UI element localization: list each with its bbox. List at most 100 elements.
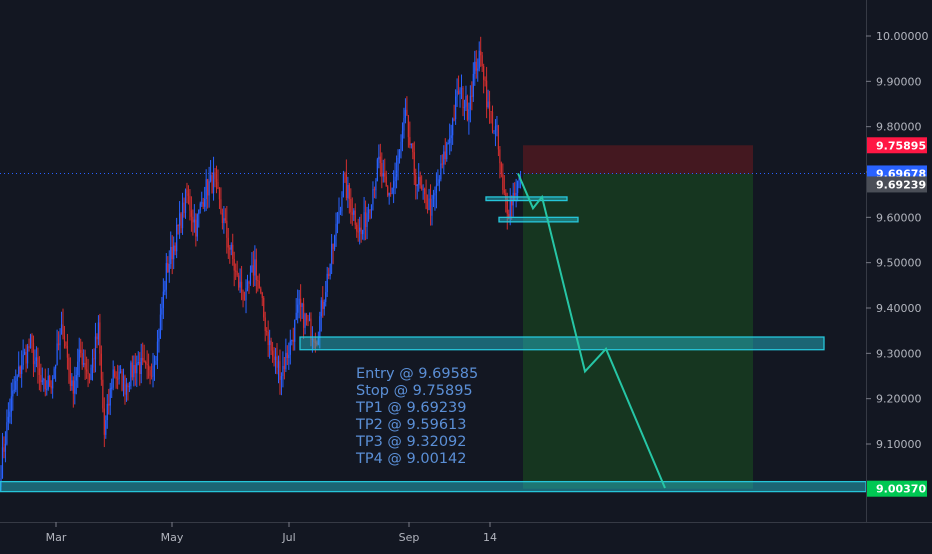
candle-body <box>267 331 269 346</box>
candle-body <box>176 224 178 252</box>
annotation-tp1: TP1 @ 9.69239 <box>355 400 467 416</box>
candle-body <box>158 338 160 342</box>
candle-body <box>481 55 483 67</box>
candle-body <box>223 218 225 224</box>
candle-body <box>517 180 519 194</box>
profit-target-zone[interactable] <box>523 173 753 489</box>
candle-body <box>114 369 116 377</box>
price-scale[interactable]: 10.000009.900009.800009.700009.600009.50… <box>866 30 929 451</box>
candle-body <box>453 118 455 120</box>
candle-body <box>198 209 200 215</box>
annotation-stop: Stop @ 9.75895 <box>356 383 473 399</box>
candle-body <box>156 341 159 361</box>
price-label-text: 9.00370 <box>876 483 926 496</box>
candle-body <box>118 371 120 380</box>
candle-body <box>63 336 66 342</box>
candle-body <box>336 222 339 224</box>
candle-body <box>291 339 293 341</box>
candle-body <box>81 352 83 365</box>
candle-body <box>155 360 157 365</box>
candle-body <box>57 343 60 346</box>
candle-body <box>255 259 257 280</box>
candle-body <box>508 213 510 219</box>
candle-body <box>189 195 191 211</box>
price-tick-label: 9.10000 <box>876 438 922 451</box>
candle-body <box>106 403 108 421</box>
candle-body <box>364 212 367 227</box>
candle-body <box>415 175 417 187</box>
candle-body <box>0 477 2 488</box>
candle-body <box>122 376 125 391</box>
candle-body <box>384 173 386 177</box>
candle-body <box>378 156 380 160</box>
candle-body <box>478 50 480 69</box>
candle-body <box>308 318 311 322</box>
candle-body <box>387 186 389 196</box>
candle-body <box>282 365 284 377</box>
candle-body <box>422 188 424 190</box>
candle-body <box>418 176 420 185</box>
candle-body <box>444 151 446 160</box>
candle-body <box>447 143 449 145</box>
candle-body <box>455 96 457 120</box>
zone-level[interactable] <box>498 216 579 223</box>
candle-body <box>21 365 23 374</box>
candle-body <box>245 287 247 301</box>
candle-body <box>490 110 492 112</box>
candle-body <box>91 358 94 368</box>
candle-body <box>68 357 70 371</box>
candle-body <box>204 198 206 207</box>
candle-body <box>404 109 407 118</box>
candle-body <box>13 389 15 391</box>
candle-body <box>431 198 433 216</box>
candle-body <box>119 371 122 373</box>
price-tick-label: 9.30000 <box>876 347 922 360</box>
stop-risk-zone[interactable] <box>523 145 753 174</box>
candle-body <box>353 210 355 215</box>
candle-body <box>373 189 376 191</box>
candle-body <box>209 175 212 182</box>
zone-level[interactable] <box>485 196 568 202</box>
candle-body <box>285 352 287 370</box>
candle-body <box>450 135 452 139</box>
candle-body <box>56 343 58 365</box>
candle-body <box>506 199 508 214</box>
time-scale[interactable]: Mar May Jul Sep 14 <box>46 522 497 544</box>
candle-body <box>354 210 356 225</box>
candle-body <box>391 187 393 194</box>
candle-body <box>421 185 423 190</box>
candle-body <box>150 375 153 377</box>
candle-body <box>401 130 404 142</box>
candle-body <box>145 362 147 364</box>
candle-body <box>177 224 179 226</box>
candle-body <box>344 174 346 176</box>
candle-body <box>319 316 321 339</box>
candle-body <box>325 292 327 302</box>
candle-body <box>164 289 166 292</box>
candle-body <box>505 192 507 200</box>
candle-body <box>134 365 136 374</box>
candle-body <box>243 299 246 301</box>
candle-body <box>379 156 381 163</box>
annotation-tp4: TP4 @ 9.00142 <box>355 451 467 467</box>
projected-path[interactable] <box>517 172 666 489</box>
candle-body <box>211 175 213 194</box>
candle-body <box>295 312 297 320</box>
candle-body <box>266 330 268 332</box>
candle-body <box>280 376 283 380</box>
candle-body <box>345 174 347 199</box>
tp1-price-label: 9.69239 <box>867 176 927 193</box>
candle-body <box>238 275 240 288</box>
annotation-tp2: TP2 @ 9.59613 <box>355 417 467 433</box>
zone-level[interactable] <box>0 480 867 493</box>
candle-body <box>226 220 228 238</box>
price-tick-label: 9.40000 <box>876 302 922 315</box>
candle-body <box>359 227 361 232</box>
candle-body <box>251 265 253 273</box>
candle-body <box>229 247 231 250</box>
candle-body <box>406 109 408 116</box>
zone-level[interactable] <box>299 336 825 351</box>
